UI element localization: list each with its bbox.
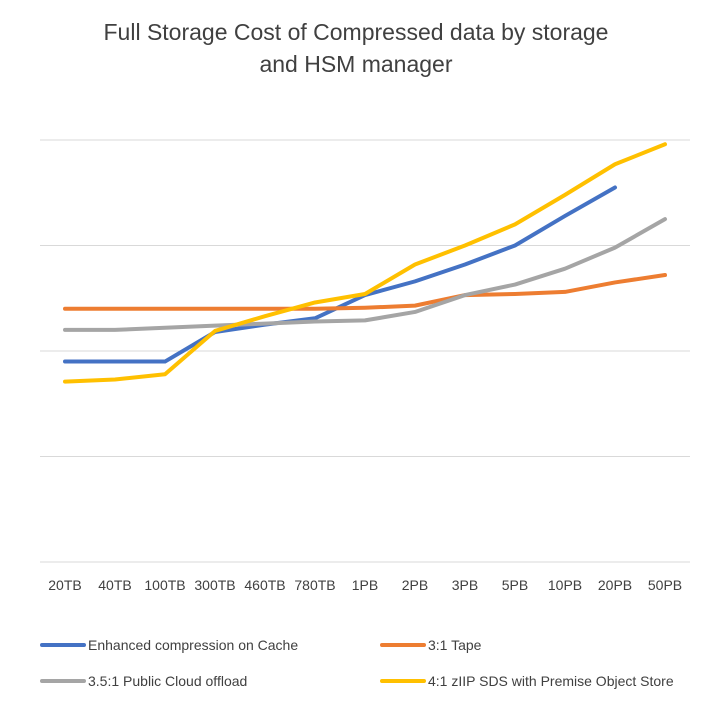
legend-item-3: 4:1 zIIP SDS with Premise Object Store [380, 673, 674, 689]
legend-label-3: 4:1 zIIP SDS with Premise Object Store [428, 673, 674, 689]
line-chart: 20TB 40TB 100TB 300TB 460TB 780TB 1PB 2PB 3PB 5PB… [40, 139, 690, 593]
legend-swatch-2 [40, 679, 86, 683]
x-tick-label: 40TB [98, 577, 131, 593]
x-tick-label: 50PB [648, 577, 682, 593]
legend-item-1: 3:1 Tape [380, 637, 481, 653]
x-tick-label: 300TB [194, 577, 235, 593]
x-tick-label: 780TB [294, 577, 335, 593]
chart-title-line-1: Full Storage Cost of Compressed data by … [103, 19, 609, 45]
series-line-3 [63, 142, 667, 384]
x-tick-label: 5PB [502, 577, 528, 593]
chart-title-line-2: and HSM manager [259, 51, 453, 77]
series-line-1 [63, 273, 667, 311]
series-line-2 [63, 217, 667, 332]
legend-label-2: 3.5:1 Public Cloud offload [88, 673, 248, 689]
x-tick-label: 3PB [452, 577, 478, 593]
x-tick-label: 2PB [402, 577, 428, 593]
legend-label-0: Enhanced compression on Cache [88, 637, 299, 653]
legend-swatch-3 [380, 679, 426, 683]
x-tick-label: 1PB [352, 577, 378, 593]
legend-swatch-1 [380, 643, 426, 647]
x-tick-label: 10PB [548, 577, 582, 593]
chart-title: Full Storage Cost of Compressed data by … [0, 16, 712, 80]
legend-swatch-0 [40, 643, 86, 647]
x-tick-label: 20TB [48, 577, 81, 593]
x-tick-label: 20PB [598, 577, 632, 593]
legend-item-0: Enhanced compression on Cache [40, 637, 298, 653]
legend-item-2: 3.5:1 Public Cloud offload [40, 673, 247, 689]
x-tick-label: 460TB [244, 577, 285, 593]
x-tick-label: 100TB [144, 577, 185, 593]
legend-label-1: 3:1 Tape [428, 637, 482, 653]
